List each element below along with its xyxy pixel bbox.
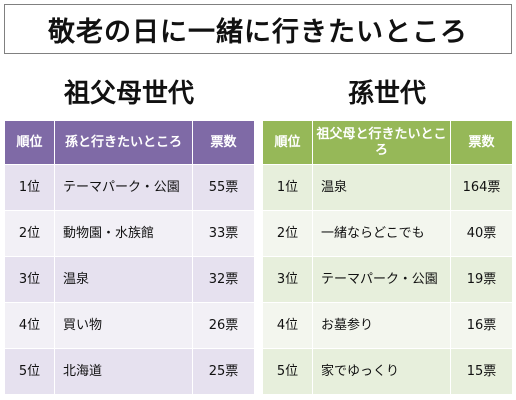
place-cell: 買い物 [54,302,193,349]
place-cell: 家でゆっくり [312,348,451,395]
page-title: 敬老の日に一緒に行きたいところ [4,4,512,54]
table-row: 3位 テーマパーク・公園 19票 [262,256,513,303]
column-header-place: 祖父母と行きたいところ [312,120,451,165]
place-cell: 一緒ならどこでも [312,210,451,257]
rank-cell: 1位 [262,164,313,211]
table-row: 5位 家でゆっくり 15票 [262,348,513,395]
rank-cell: 4位 [4,302,55,349]
table-row: 5位 北海道 25票 [4,348,255,395]
votes-cell: 26票 [192,302,255,349]
votes-cell: 164票 [450,164,513,211]
votes-cell: 16票 [450,302,513,349]
table-header-row: 順位 孫と行きたいところ 票数 [4,120,255,165]
votes-cell: 19票 [450,256,513,303]
column-header-rank: 順位 [262,120,313,165]
rank-cell: 2位 [4,210,55,257]
rank-cell: 5位 [4,348,55,395]
table-row: 2位 一緒ならどこでも 40票 [262,210,513,257]
column-header-place: 孫と行きたいところ [54,120,193,165]
grandchildren-heading: 孫世代 [347,78,426,109]
column-header-votes: 票数 [450,120,513,165]
grandchildren-table: 順位 祖父母と行きたいところ 票数 1位 温泉 164票 2位 一緒ならどこでも… [262,120,513,395]
place-cell: 動物園・水族館 [54,210,193,257]
column-header-votes: 票数 [192,120,255,165]
rank-cell: 5位 [262,348,313,395]
table-row: 1位 テーマパーク・公園 55票 [4,164,255,211]
table-row: 2位 動物園・水族館 33票 [4,210,255,257]
place-cell: お墓参り [312,302,451,349]
votes-cell: 32票 [192,256,255,303]
grandparents-heading: 祖父母世代 [63,78,194,109]
rank-cell: 3位 [262,256,313,303]
table-row: 4位 お墓参り 16票 [262,302,513,349]
place-cell: 北海道 [54,348,193,395]
votes-cell: 15票 [450,348,513,395]
rank-cell: 4位 [262,302,313,349]
table-row: 3位 温泉 32票 [4,256,255,303]
place-cell: 温泉 [312,164,451,211]
votes-cell: 40票 [450,210,513,257]
table-row: 1位 温泉 164票 [262,164,513,211]
rank-cell: 3位 [4,256,55,303]
rank-cell: 2位 [262,210,313,257]
votes-cell: 33票 [192,210,255,257]
place-cell: テーマパーク・公園 [54,164,193,211]
place-cell: テーマパーク・公園 [312,256,451,303]
votes-cell: 25票 [192,348,255,395]
table-row: 4位 買い物 26票 [4,302,255,349]
table-header-row: 順位 祖父母と行きたいところ 票数 [262,120,513,165]
rank-cell: 1位 [4,164,55,211]
votes-cell: 55票 [192,164,255,211]
column-header-rank: 順位 [4,120,55,165]
grandparents-table: 順位 孫と行きたいところ 票数 1位 テーマパーク・公園 55票 2位 動物園・… [4,120,255,395]
place-cell: 温泉 [54,256,193,303]
